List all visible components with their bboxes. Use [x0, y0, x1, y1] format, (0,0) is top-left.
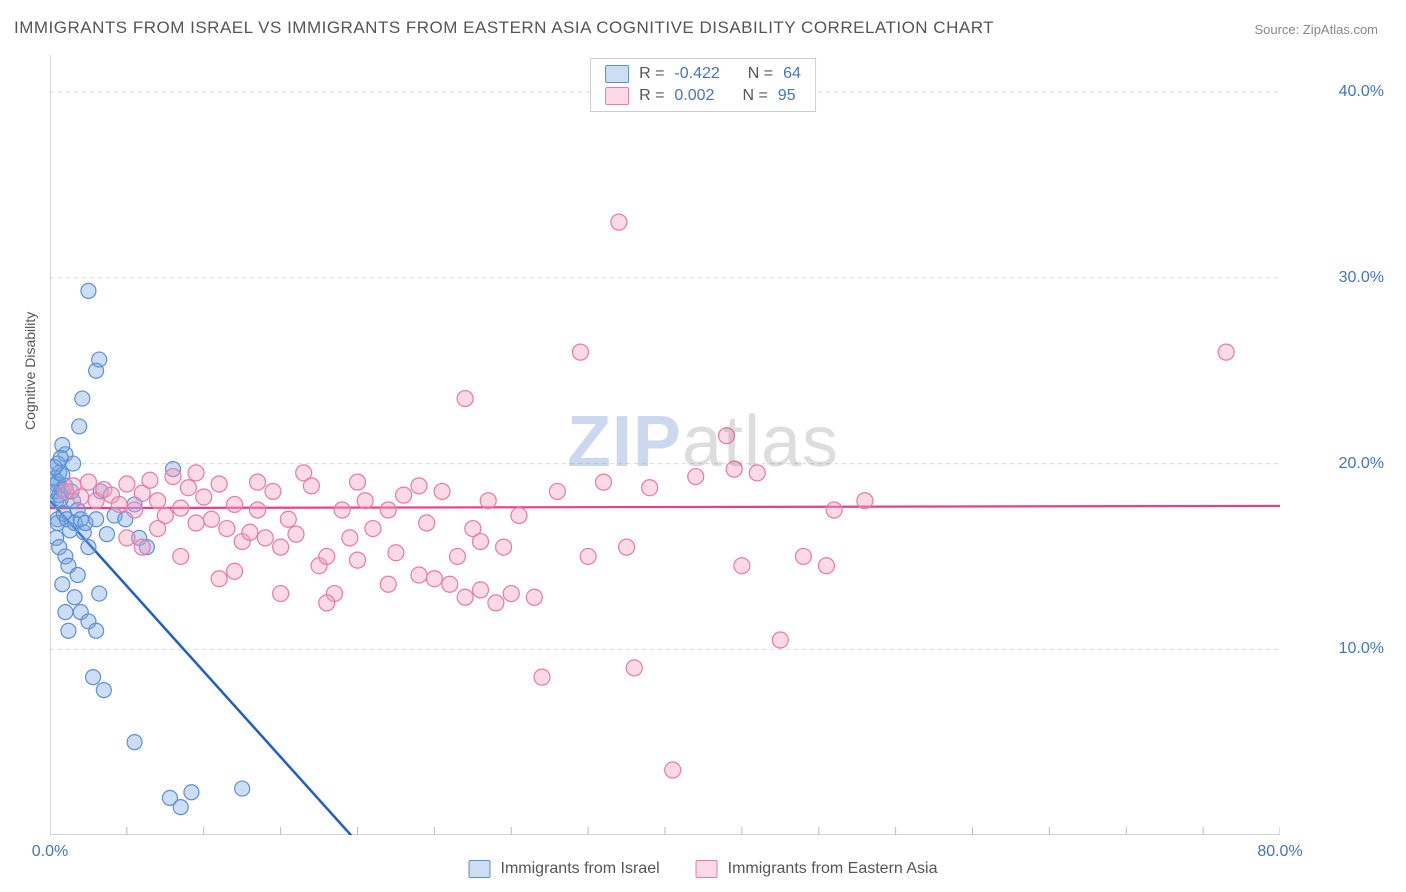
chart-container: IMMIGRANTS FROM ISRAEL VS IMMIGRANTS FRO… [0, 0, 1406, 892]
legend-swatch-eastern-asia [696, 860, 718, 878]
series-legend: Immigrants from Israel Immigrants from E… [469, 860, 938, 878]
stats-legend: R = -0.422 N = 64 R = 0.002 N = 95 [590, 58, 816, 112]
y-axis-label: Cognitive Disability [22, 312, 38, 430]
scatter-plot-svg [50, 55, 1280, 835]
n-value: 95 [778, 87, 796, 105]
r-value: -0.422 [674, 65, 719, 83]
r-label: R = [639, 65, 664, 83]
source-attribution: Source: ZipAtlas.com [1254, 22, 1378, 37]
n-label: N = [742, 87, 767, 105]
legend-label: Immigrants from Israel [501, 860, 660, 878]
legend-swatch-eastern-asia [605, 87, 629, 105]
legend-swatch-israel [605, 65, 629, 83]
stats-legend-row-israel: R = -0.422 N = 64 [591, 63, 815, 85]
y-tick-label: 10.0% [1339, 640, 1384, 658]
legend-item-eastern-asia: Immigrants from Eastern Asia [696, 860, 938, 878]
y-tick-label: 30.0% [1339, 269, 1384, 287]
legend-item-israel: Immigrants from Israel [469, 860, 660, 878]
y-tick-label: 40.0% [1339, 83, 1384, 101]
chart-title: IMMIGRANTS FROM ISRAEL VS IMMIGRANTS FRO… [14, 18, 994, 38]
x-tick-label: 80.0% [1257, 843, 1302, 861]
stats-legend-row-eastern-asia: R = 0.002 N = 95 [591, 85, 815, 107]
legend-swatch-israel [469, 860, 491, 878]
r-label: R = [639, 87, 664, 105]
n-label: N = [748, 65, 773, 83]
y-tick-label: 20.0% [1339, 455, 1384, 473]
n-value: 64 [783, 65, 801, 83]
x-tick-label: 0.0% [32, 843, 68, 861]
legend-label: Immigrants from Eastern Asia [728, 860, 938, 878]
r-value: 0.002 [674, 87, 714, 105]
plot-area [50, 55, 1280, 835]
